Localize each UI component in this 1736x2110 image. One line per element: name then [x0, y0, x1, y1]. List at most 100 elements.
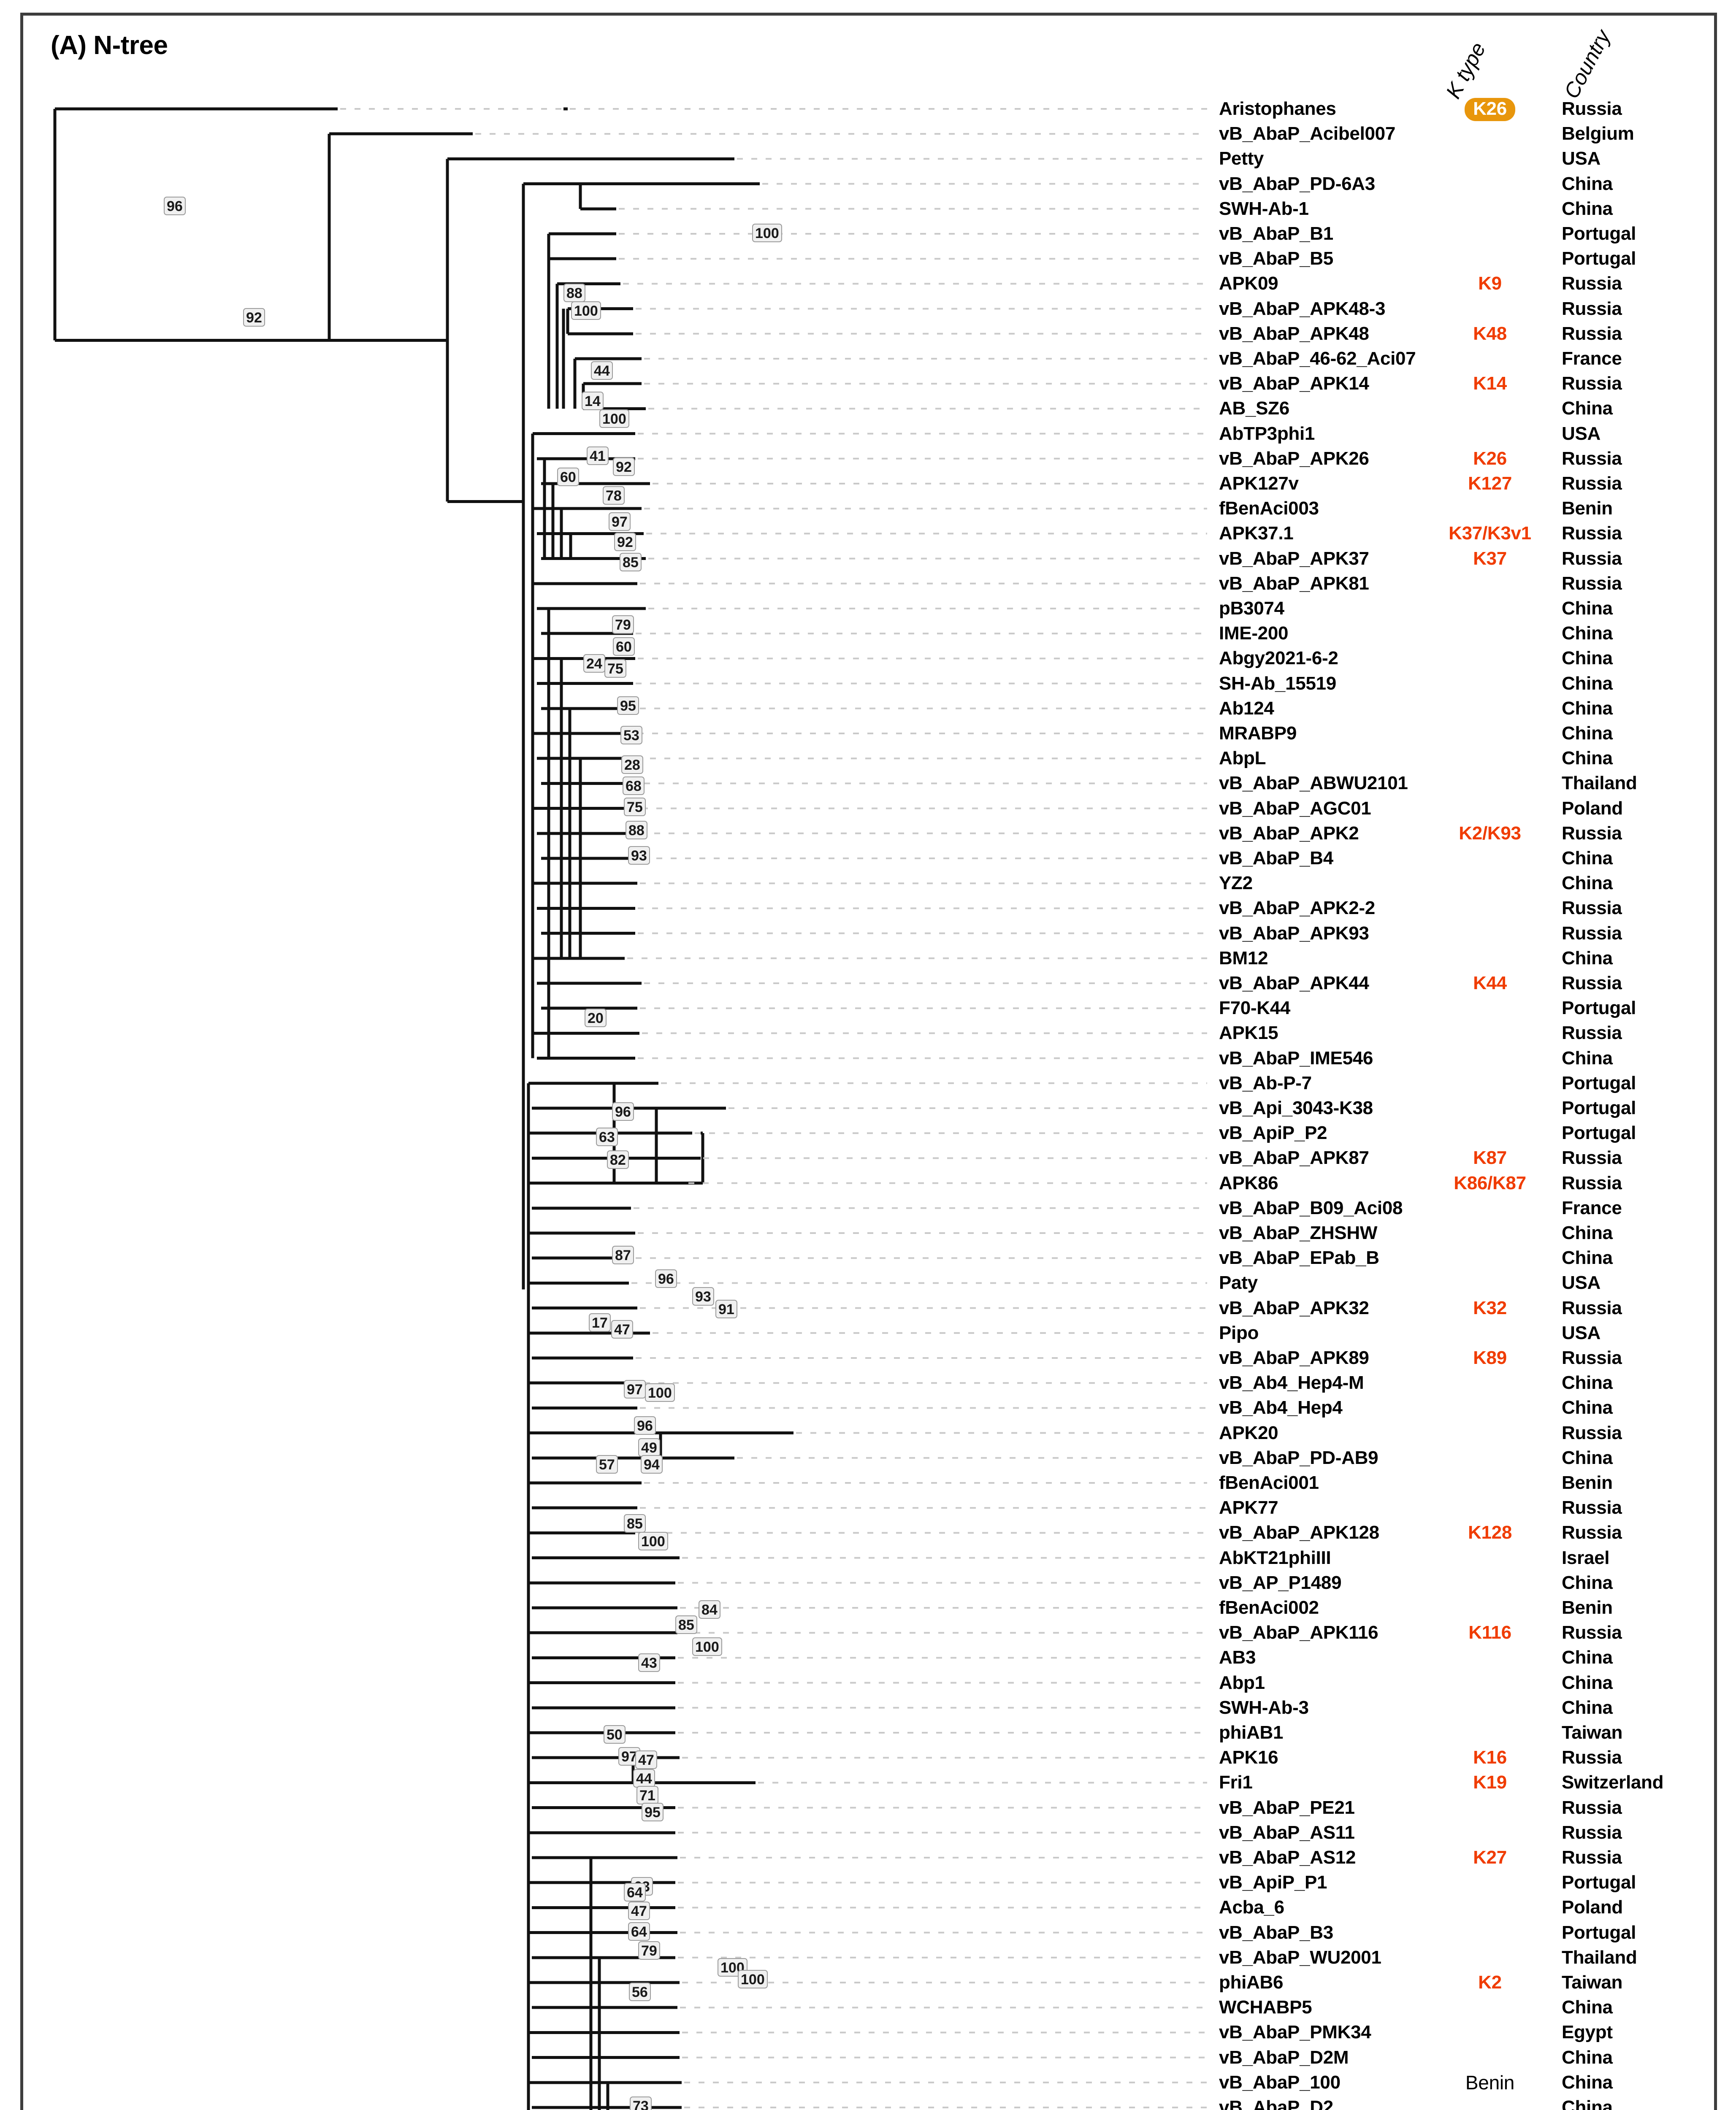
taxon-label: Aristophanes	[1219, 98, 1336, 119]
country-value: Russia	[1562, 323, 1622, 344]
taxon-label: vB_AbaP_D2M	[1219, 2047, 1349, 2068]
taxon-label: vB_Ab4_Hep4-M	[1219, 1372, 1364, 1393]
bootstrap-value: 75	[624, 798, 646, 816]
bootstrap-value: 47	[628, 1902, 650, 1920]
taxon-label: vB_AbaP_APK2	[1219, 822, 1359, 844]
bootstrap-value: 17	[589, 1313, 611, 1332]
country-value: China	[1562, 2047, 1613, 2068]
taxon-label: APK37.1	[1219, 523, 1294, 544]
taxon-label: vB_AbaP_B5	[1219, 248, 1333, 269]
taxon-label: vB_AbaP_PD-6A3	[1219, 173, 1375, 194]
country-value: Russia	[1562, 1747, 1622, 1768]
country-value: Russia	[1562, 922, 1622, 944]
country-value: China	[1562, 673, 1613, 694]
country-value: Russia	[1562, 1797, 1622, 1818]
taxon-label: APK15	[1219, 1023, 1278, 1044]
taxon-label: phiAB6	[1219, 1972, 1284, 1993]
country-value: Russia	[1562, 1023, 1622, 1044]
ktype-value: K2	[1478, 1972, 1502, 1993]
bootstrap-value: 56	[629, 1983, 651, 2001]
country-value: Portugal	[1562, 1072, 1636, 1093]
country-value: Russia	[1562, 1622, 1622, 1643]
bootstrap-value: 88	[626, 821, 647, 839]
bootstrap-value: 97	[609, 512, 631, 531]
taxon-label: Abgy2021-6-2	[1219, 648, 1338, 669]
bootstrap-value: 97	[624, 1380, 646, 1399]
taxon-label: vB_AbaP_APK48	[1219, 323, 1369, 344]
country-value: Russia	[1562, 1497, 1622, 1518]
country-value: Belgium	[1562, 123, 1634, 144]
country-value: Russia	[1562, 822, 1622, 844]
country-value: Russia	[1562, 898, 1622, 919]
country-value: Russia	[1562, 1847, 1622, 1868]
ktype-value: K2/K93	[1459, 822, 1521, 844]
country-value: Taiwan	[1562, 1972, 1623, 1993]
ktype-value: K32	[1473, 1297, 1507, 1318]
taxon-label: fBenAci002	[1219, 1597, 1319, 1618]
country-value: China	[1562, 848, 1613, 868]
ktype-highlight-badge: K26	[1465, 98, 1515, 121]
bootstrap-value: 73	[630, 2096, 652, 2110]
page-title: (A) N-tree	[51, 31, 168, 60]
ktype-value: K19	[1473, 1772, 1507, 1793]
taxon-label: vB_Ab4_Hep4	[1219, 1397, 1343, 1418]
country-value: USA	[1562, 148, 1601, 169]
country-value: Poland	[1562, 798, 1623, 819]
bootstrap-value: 85	[620, 553, 642, 571]
country-value: Russia	[1562, 523, 1622, 544]
ktype-value: K16	[1473, 1747, 1507, 1768]
bootstrap-value: 85	[624, 1514, 646, 1533]
bootstrap-value: 97	[618, 1747, 640, 1766]
taxon-label: AB_SZ6	[1219, 398, 1289, 419]
taxon-label: vB_AbaP_ABWU2101	[1219, 773, 1408, 794]
taxon-label: vB_AbaP_PMK34	[1219, 2022, 1371, 2043]
taxon-label: vB_AbaP_EPab_B	[1219, 1247, 1379, 1269]
ktype-value: K9	[1478, 273, 1502, 294]
country-value: Russia	[1562, 1147, 1622, 1169]
taxon-label: Fri1	[1219, 1772, 1253, 1793]
country-value: France	[1562, 348, 1622, 369]
country-value: Russia	[1562, 448, 1622, 469]
taxon-label: APK127v	[1219, 473, 1299, 494]
bootstrap-value: 100	[599, 409, 629, 428]
country-value: China	[1562, 1047, 1613, 1069]
country-value: China	[1562, 873, 1613, 894]
bootstrap-value: 50	[604, 1725, 626, 1744]
ktype-value: K37/K3v1	[1449, 523, 1531, 544]
country-value: Thailand	[1562, 773, 1637, 794]
ktype-value: K86/K87	[1454, 1172, 1526, 1193]
taxon-label: vB_AbaP_APK37	[1219, 548, 1369, 569]
country-value: Russia	[1562, 1822, 1622, 1843]
bootstrap-value: 96	[634, 1416, 656, 1435]
bootstrap-value: 100	[692, 1637, 722, 1656]
taxon-label: AbKT21phiIII	[1219, 1547, 1331, 1568]
taxon-label: Paty	[1219, 1272, 1258, 1293]
bootstrap-value: 64	[628, 1922, 650, 1941]
taxon-label: vB_AbaP_APK2-2	[1219, 898, 1375, 919]
country-value: China	[1562, 1247, 1613, 1269]
bootstrap-value: 49	[638, 1438, 660, 1457]
bootstrap-value: 91	[715, 1300, 737, 1318]
ktype-value: K128	[1468, 1522, 1512, 1543]
taxon-label: vB_AbaP_Acibel007	[1219, 123, 1396, 144]
bootstrap-value: 93	[628, 846, 650, 865]
bootstrap-value: 41	[587, 446, 609, 465]
country-value: Russia	[1562, 1172, 1622, 1193]
country-value: China	[1562, 623, 1613, 644]
bootstrap-value: 47	[635, 1750, 657, 1769]
bootstrap-value: 60	[613, 637, 635, 656]
taxon-label: SWH-Ab-1	[1219, 198, 1309, 219]
taxon-label: vB_AbaP_APK32	[1219, 1297, 1369, 1318]
taxon-label: IME-200	[1219, 623, 1289, 644]
bootstrap-value: 64	[624, 1883, 646, 1902]
taxon-label: APK16	[1219, 1747, 1278, 1768]
taxon-label: vB_AbaP_APK44	[1219, 973, 1369, 993]
taxon-label: vB_ApiP_P2	[1219, 1123, 1327, 1144]
taxon-label: vB_AbaP_ZHSHW	[1219, 1223, 1378, 1243]
bootstrap-value: 84	[699, 1600, 720, 1619]
ktype-value: K27	[1473, 1847, 1507, 1868]
country-value: China	[1562, 1372, 1613, 1393]
country-value: China	[1562, 198, 1613, 219]
ktype-value: K89	[1473, 1347, 1507, 1368]
